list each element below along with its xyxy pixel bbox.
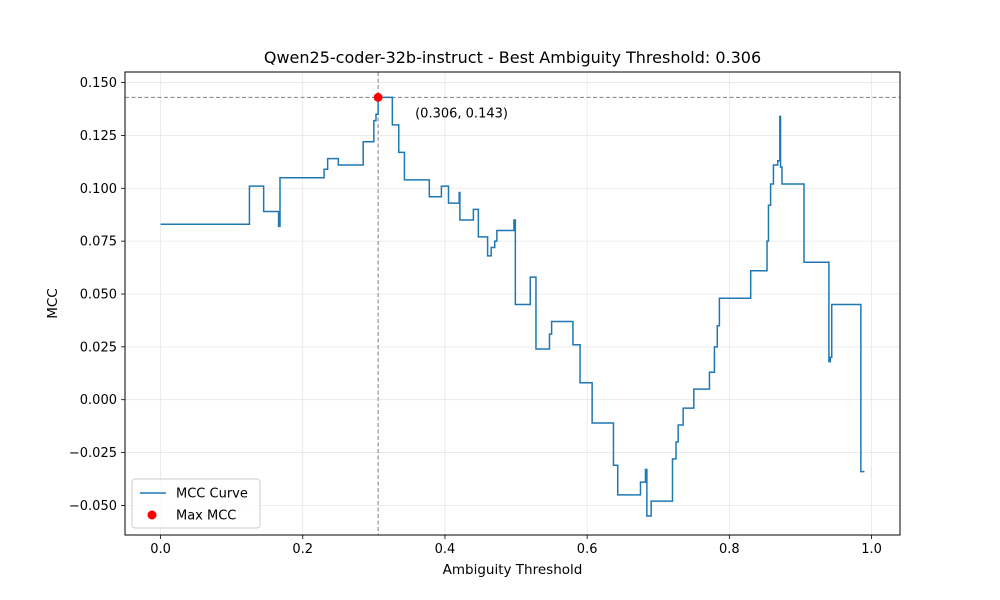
y-tick-label: 0.075 [80, 235, 117, 250]
y-tick-label: 0.050 [80, 287, 117, 302]
y-tick-label: 0.000 [80, 393, 117, 408]
x-tick-label: 0.0 [150, 542, 171, 557]
series [160, 92, 865, 517]
chart-title: Qwen25-coder-32b-instruct - Best Ambigui… [264, 48, 761, 67]
x-axis-label: Ambiguity Threshold [443, 562, 583, 578]
axes-frame [124, 71, 901, 536]
y-tick-label: 0.025 [80, 340, 117, 355]
legend-marker-swatch [147, 510, 157, 520]
x-tick-label: 0.6 [577, 542, 598, 557]
legend-entry-max: Max MCC [176, 509, 236, 524]
mcc-curve-line [160, 96, 865, 517]
y-tick-label: −0.025 [69, 446, 117, 461]
grid [125, 72, 900, 535]
max-mcc-point [373, 92, 383, 102]
legend-entry-curve: MCC Curve [176, 487, 248, 502]
x-tick-label: 0.8 [719, 542, 740, 557]
legend: MCC Curve Max MCC [131, 478, 261, 529]
reference-lines [125, 72, 900, 535]
max-point-annotation: (0.306, 0.143) [415, 106, 508, 121]
y-axis-label: MCC [45, 288, 61, 319]
legend-box [131, 478, 261, 529]
y-tick-label: 0.100 [80, 182, 117, 197]
x-tick-label: 0.2 [292, 542, 313, 557]
x-tick-label: 0.4 [435, 542, 456, 557]
y-tick-label: −0.050 [69, 499, 117, 514]
ticks: 0.0 0.2 0.4 0.6 0.8 1.0 −0.050 −0.025 0.000 0.025… [69, 76, 882, 557]
y-tick-label: 0.150 [80, 76, 117, 91]
x-tick-label: 1.0 [861, 542, 882, 557]
y-tick-label: 0.125 [80, 129, 117, 144]
